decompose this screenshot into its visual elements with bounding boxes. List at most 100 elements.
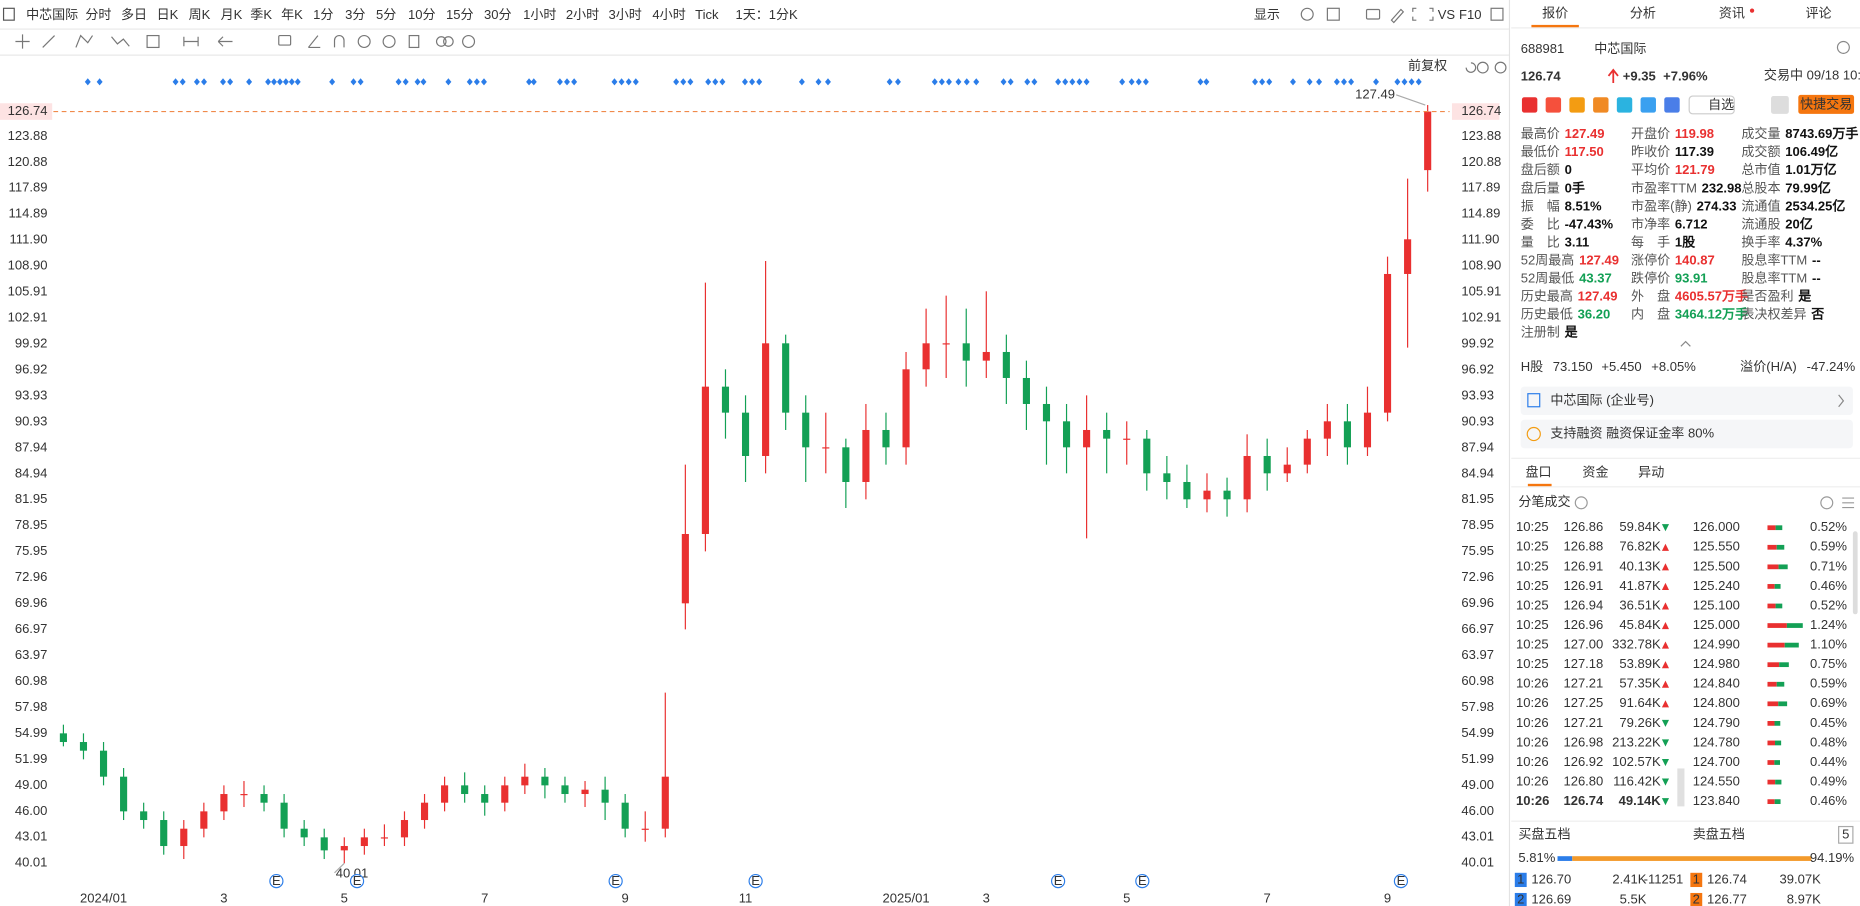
feature-icon[interactable]	[1569, 97, 1585, 113]
period-tab[interactable]: 5分	[376, 7, 396, 22]
tool-icon[interactable]	[357, 34, 371, 49]
y-tick-label: 66.97	[1461, 621, 1494, 636]
period-tab[interactable]: 年K	[281, 7, 303, 22]
period-tab[interactable]: 日K	[157, 7, 179, 22]
trade-volume: 40.13K	[1619, 558, 1661, 573]
period-tab[interactable]: 周K	[189, 7, 211, 22]
banner[interactable]: 支持融资 融资保证金率 80%	[1550, 425, 1714, 440]
dist-bar	[1767, 681, 1777, 687]
banner-bg[interactable]	[1520, 419, 1853, 449]
tool-icon[interactable]	[146, 34, 160, 49]
tool-icon[interactable]	[443, 36, 454, 47]
zoom-in-icon[interactable]	[1494, 61, 1507, 74]
event-marker[interactable]	[608, 873, 623, 889]
dist-bar	[1776, 544, 1785, 550]
y-tick-label: 87.94	[15, 439, 48, 454]
settings-icon[interactable]	[1300, 7, 1314, 21]
event-marker[interactable]	[1135, 873, 1150, 889]
trade-volume: 213.22K	[1612, 734, 1661, 749]
feature-icon[interactable]	[1664, 97, 1680, 113]
f10-button[interactable]: F10	[1459, 7, 1481, 22]
tool-icon[interactable]	[462, 34, 476, 49]
period-tab[interactable]: 季K	[250, 7, 272, 22]
tool-icon[interactable]	[15, 34, 30, 49]
period-tab[interactable]: 1小时	[523, 7, 556, 22]
candle-body	[922, 343, 930, 370]
symbol[interactable]: 中芯国际	[26, 7, 78, 22]
period-tab[interactable]: 分时	[85, 7, 111, 22]
tool-icon[interactable]	[278, 34, 292, 46]
collapse-icon[interactable]	[1680, 340, 1691, 347]
undo-icon[interactable]	[1465, 62, 1477, 73]
tool-icon[interactable]	[111, 36, 130, 47]
feature-icon[interactable]	[1521, 97, 1538, 113]
stat-value: 0手	[1565, 181, 1585, 196]
period-tab[interactable]: 月K	[221, 7, 243, 22]
period-tab[interactable]: 30分	[484, 7, 512, 22]
dist-pct: 0.45%	[1810, 715, 1847, 730]
menu-icon[interactable]	[2, 7, 15, 21]
tool-icon[interactable]	[333, 35, 345, 48]
event-marker[interactable]	[1050, 873, 1066, 889]
tool-icon[interactable]	[382, 34, 396, 49]
ratio-bar	[1572, 856, 1812, 861]
event-marker[interactable]	[1393, 873, 1409, 889]
y-tick-label: 51.99	[15, 751, 48, 766]
feature-icon[interactable]	[1545, 97, 1562, 113]
panel-tab[interactable]: 分析	[1630, 6, 1656, 21]
tool-icon[interactable]	[408, 34, 420, 49]
dist-bar	[1778, 564, 1788, 570]
period-tab[interactable]: 15分	[446, 7, 474, 22]
settings-icon[interactable]	[1836, 40, 1850, 54]
range-select[interactable]: 1天：1分K	[735, 7, 798, 22]
panel-tab[interactable]: 报价	[1542, 6, 1568, 21]
fullscreen-icon[interactable]	[1412, 7, 1434, 21]
tool-icon[interactable]	[75, 34, 94, 48]
sidebar-icon[interactable]	[1490, 7, 1504, 21]
tool-icon[interactable]	[435, 36, 447, 47]
stat-value: 20亿	[1785, 217, 1813, 232]
more-icon[interactable]	[1820, 496, 1834, 510]
edit-icon[interactable]	[1390, 8, 1405, 24]
adjust-mode[interactable]: 前复权	[1408, 58, 1447, 73]
feature-icon[interactable]	[1640, 97, 1656, 113]
banner-bg[interactable]	[1520, 386, 1853, 416]
period-tab[interactable]: 3分	[345, 7, 365, 22]
event-marker[interactable]	[748, 873, 763, 889]
feature-icon[interactable]	[1593, 97, 1609, 113]
banner[interactable]: 中芯国际 (企业号)	[1550, 392, 1654, 407]
panel-tab[interactable]: 资讯	[1719, 6, 1745, 21]
depth-box[interactable]	[1838, 825, 1854, 844]
trade-button[interactable]	[1798, 94, 1855, 114]
tool-icon[interactable]	[183, 36, 199, 47]
display-menu[interactable]: 显示	[1254, 7, 1280, 22]
layout-icon[interactable]	[1326, 7, 1340, 21]
period-tab[interactable]: Tick	[695, 7, 719, 22]
feature-icon[interactable]	[1616, 97, 1633, 113]
tool-icon[interactable]	[42, 35, 55, 48]
event-marker[interactable]	[349, 873, 365, 889]
camera-icon[interactable]	[1365, 8, 1381, 20]
subtab[interactable]: 异动	[1638, 465, 1664, 480]
period-tab[interactable]: 多日	[121, 7, 147, 22]
stat: 跌停价 93.91	[1631, 271, 1707, 286]
bell-button[interactable]	[1771, 96, 1789, 114]
period-tab[interactable]: 3小时	[609, 7, 642, 22]
signal-marker	[1076, 78, 1083, 86]
stat-label: 跌停价	[1631, 271, 1670, 286]
watch-button[interactable]	[1688, 95, 1735, 115]
stat-value: 232.98	[1702, 181, 1742, 196]
period-tab[interactable]: 10分	[408, 7, 436, 22]
tool-icon[interactable]	[307, 35, 321, 49]
event-marker[interactable]	[269, 873, 284, 889]
period-tab[interactable]: 2小时	[566, 7, 599, 22]
period-tab[interactable]: 1分	[313, 7, 333, 22]
subtab[interactable]: 盘口	[1525, 465, 1551, 480]
period-tab[interactable]: 4小时	[652, 7, 685, 22]
tool-icon[interactable]	[217, 36, 233, 47]
vs-button[interactable]: VS	[1438, 7, 1456, 22]
panel-tab[interactable]: 评论	[1805, 6, 1831, 21]
subtab[interactable]: 资金	[1582, 465, 1608, 480]
zoom-out-icon[interactable]	[1476, 61, 1489, 74]
scrollbar[interactable]	[1852, 531, 1858, 615]
